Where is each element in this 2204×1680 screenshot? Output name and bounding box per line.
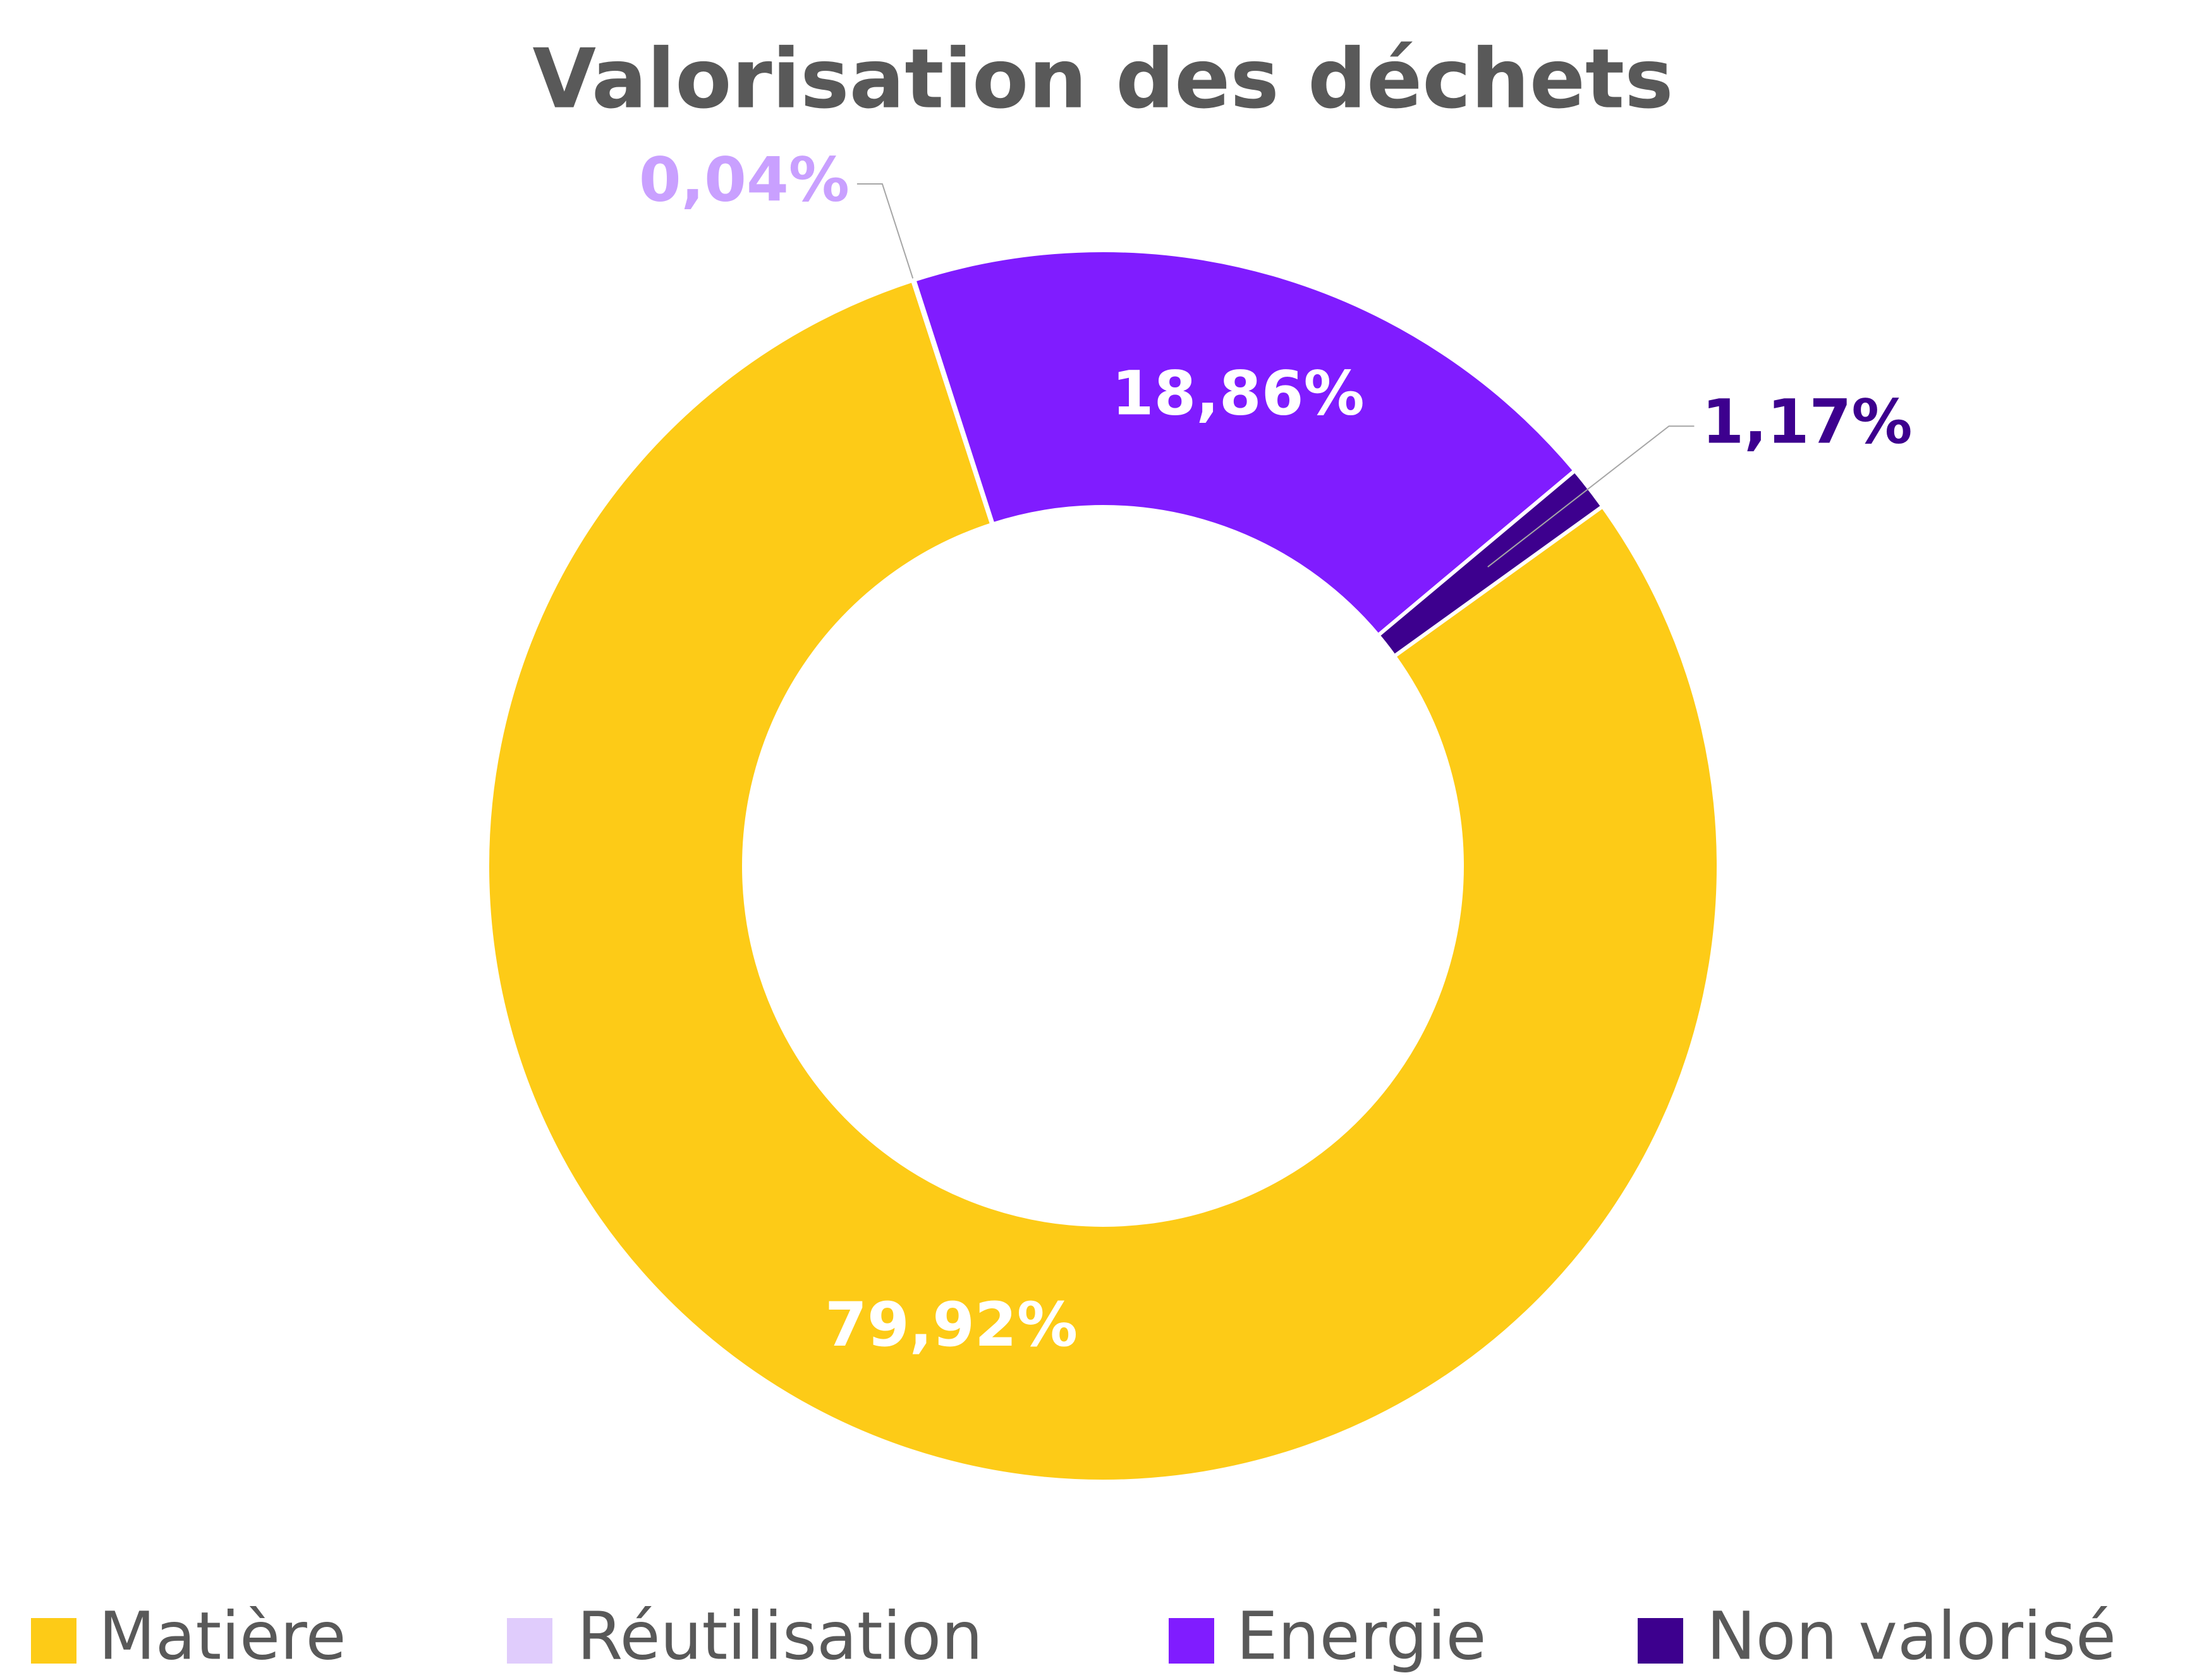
legend-swatch xyxy=(31,1618,76,1664)
legend-swatch xyxy=(507,1618,552,1664)
data-label: 1,17% xyxy=(1702,387,1912,458)
legend-label: Réutilisation xyxy=(577,1597,983,1674)
legend-label: Energie xyxy=(1236,1597,1486,1674)
data-label: 0,04% xyxy=(639,144,849,215)
slice xyxy=(1375,468,1605,659)
legend-swatch xyxy=(1169,1618,1214,1664)
slice xyxy=(485,277,1720,1483)
legend-label: Non valorisé xyxy=(1707,1597,2116,1674)
leader-line xyxy=(1487,425,1695,568)
legend-label: Matière xyxy=(99,1597,346,1674)
chart-title: Valorisation des déchets xyxy=(532,31,1673,127)
slice xyxy=(911,248,1578,638)
data-label: 79,92% xyxy=(825,1289,1078,1360)
data-label: 18,86% xyxy=(1112,358,1365,429)
legend-swatch xyxy=(1638,1618,1683,1664)
